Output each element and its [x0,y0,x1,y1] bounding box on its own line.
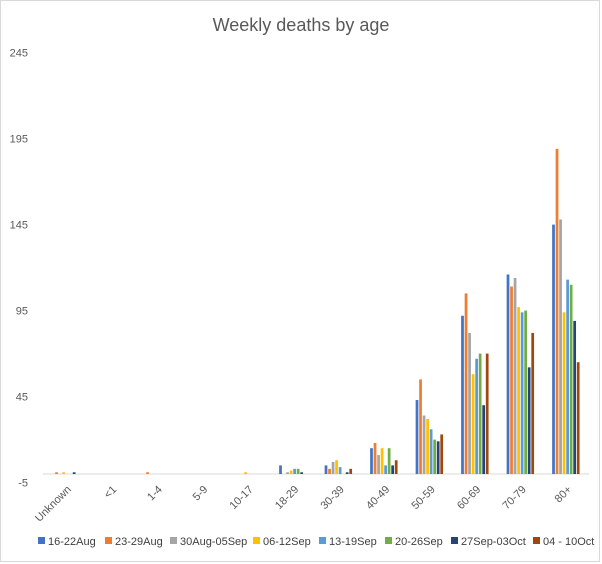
legend-swatch [319,537,326,544]
y-tick-label: -5 [18,478,28,490]
bar [422,415,426,474]
bar [485,353,489,474]
bar [555,148,559,475]
x-tick-label: Unknown [33,484,74,525]
bar [569,284,573,474]
bar [380,448,384,474]
bar [517,307,520,474]
legend-label: 13-19Sep [329,536,377,548]
legend-label: 06-12Sep [263,536,311,548]
legend-swatch [253,537,260,544]
bar [55,472,58,474]
legend-swatch [170,537,177,544]
bar [335,460,338,474]
bar [471,374,475,474]
bar [464,293,468,474]
bar [370,448,373,474]
legend: 16-22Aug 23-29Aug 30Aug-05Sep 06-12Sep 13-19… [38,536,594,548]
bar [552,224,555,474]
bar [562,312,566,474]
bar [324,465,328,474]
bar [436,441,440,474]
bar [384,465,387,474]
x-tick-label: 1-4 [145,484,165,504]
bar [338,467,342,474]
bar [426,418,429,474]
bar [573,320,577,474]
legend-swatch [533,537,540,544]
bar [419,379,422,474]
legend-swatch [38,537,45,544]
bar [146,472,149,474]
bar [510,286,513,474]
bar [72,472,76,474]
bar [345,472,349,474]
legend-label: 27Sep-03Oct [461,536,526,548]
bar [433,439,437,474]
bar [531,332,535,474]
bar [440,434,444,474]
bars [55,148,580,475]
x-tick-label: 5-9 [191,484,211,504]
x-tick-label: 18-29 [273,484,301,512]
x-tick-label: 60-69 [455,484,483,512]
bar [244,472,247,474]
bar [391,465,395,474]
legend-label: 20-26Sep [395,536,443,548]
x-tick-label: 80+ [553,484,575,506]
bar [429,429,433,474]
bar [300,472,304,474]
x-tick-label: 10-17 [227,484,255,512]
bar [506,274,510,474]
legend-swatch [385,537,392,544]
bar [527,367,531,474]
bar [475,358,478,474]
bar [394,460,398,474]
bar [513,277,517,474]
y-tick-label: 95 [16,306,28,318]
bar [377,455,380,474]
bar [566,279,569,474]
bar [478,353,482,474]
bar [415,400,419,474]
bar [286,472,289,474]
x-tick-label: 40-49 [364,484,392,512]
y-tick-label: 195 [10,134,28,146]
x-tick-label: 50-59 [409,484,437,512]
legend-swatch [451,537,458,544]
bar [482,405,486,474]
bar [289,470,293,474]
bar [461,315,464,474]
bar [373,443,377,474]
legend-swatch [105,537,112,544]
y-tick-label: 245 [10,48,28,60]
x-axis-ticks: Unknown <1 1-4 5-9 10-17 18-29 30-39 40-49 50-59… [33,484,574,525]
bar [296,468,300,474]
y-tick-label: 45 [16,392,28,404]
bar [349,468,353,474]
legend-label: 23-29Aug [115,536,163,548]
x-tick-label: <1 [102,484,119,501]
chart-title: Weekly deaths by age [213,15,390,35]
bar [387,448,391,474]
legend-label: 16-22Aug [48,536,96,548]
bar [559,219,562,474]
legend-label: 04 - 10Oct [543,536,594,548]
bar [576,362,580,474]
bar [328,468,331,474]
bar [524,310,528,474]
bar [520,312,524,474]
x-tick-label: 30-39 [318,484,346,512]
bar [331,461,335,474]
x-tick-label: 70-79 [500,484,528,512]
y-axis-ticks: -5 45 95 145 195 245 [10,48,28,490]
bar [62,472,65,474]
bar [279,465,282,474]
y-tick-label: 145 [10,220,28,232]
legend-label: 30Aug-05Sep [180,536,247,548]
bar [468,332,471,474]
bar [293,468,296,474]
